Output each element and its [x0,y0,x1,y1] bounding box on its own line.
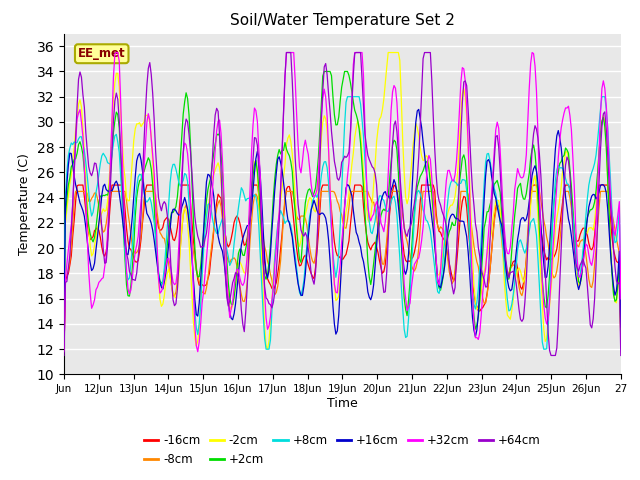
Legend: -16cm, -8cm, -2cm, +2cm, +8cm, +16cm, +32cm, +64cm: -16cm, -8cm, -2cm, +2cm, +8cm, +16cm, +3… [140,430,545,471]
Y-axis label: Temperature (C): Temperature (C) [18,153,31,255]
X-axis label: Time: Time [327,397,358,410]
Text: EE_met: EE_met [78,47,125,60]
Title: Soil/Water Temperature Set 2: Soil/Water Temperature Set 2 [230,13,455,28]
